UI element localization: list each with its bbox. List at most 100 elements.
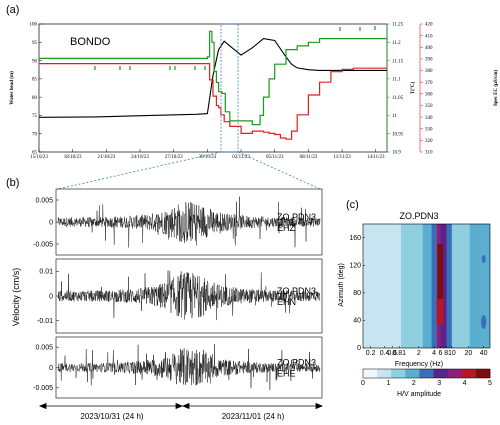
temp-axis-label: T(°C) xyxy=(411,82,416,95)
panel-a-water-ticks: 65 70 75 80 85 90 95 100 xyxy=(30,23,42,156)
water-tick-label: 70 xyxy=(32,132,38,137)
temp-tick-label: 11.1 xyxy=(392,78,401,83)
hv-colorbar: 0 1 2 3 4 5 xyxy=(361,368,492,387)
seismic-waveform xyxy=(57,196,321,248)
ec-tick-label: 420 xyxy=(425,23,433,28)
hv-frame xyxy=(362,223,491,349)
ec-tick-label: 400 xyxy=(425,46,433,51)
x-tick-label: 02/11/23 xyxy=(232,155,250,160)
ec-tick-label: 390 xyxy=(425,58,433,63)
hv-x-tick-label: 4 xyxy=(432,350,436,357)
colorbar-swatch xyxy=(377,369,392,378)
colorbar-swatch xyxy=(461,369,477,378)
spec-ec-line xyxy=(39,63,387,140)
water-tick-label: 75 xyxy=(32,114,38,119)
trace-tick-label: 0 xyxy=(49,365,53,372)
temp-tick-label: 11.25 xyxy=(392,23,404,28)
x-tick-label: 15/10/23 xyxy=(30,155,48,160)
water-head-line xyxy=(38,38,387,118)
panel-a-temp-ticks: 10.9 10.95 11 11.05 11.1 11.15 11.2 11.25 xyxy=(386,23,404,156)
ec-tick-label: 380 xyxy=(425,69,433,74)
water-tick-label: 95 xyxy=(32,41,38,46)
panel-a-hydro-chart: BONDO Water head (m) T(°C) Spec EC (µS/c… xyxy=(10,23,499,160)
temp-tick-label: 11.2 xyxy=(392,41,401,46)
hv-y-tick-label: 40 xyxy=(353,317,361,324)
hv-map xyxy=(362,223,491,349)
trace-tick-label: -0.01 xyxy=(37,318,53,325)
hv-y-tick-label: 80 xyxy=(353,290,361,297)
day2-label: 2023/11/01 (24 h) xyxy=(222,412,285,421)
x-tick-label: 24/10/23 xyxy=(131,155,149,160)
ec-tick-label: 310 xyxy=(425,151,433,156)
hv-x-tick-label: 8 xyxy=(444,350,448,357)
hv-blob-lower xyxy=(481,315,487,329)
water-tick-label: 100 xyxy=(30,23,38,28)
colorbar-tick-label: 4 xyxy=(463,380,467,387)
ec-tick-label: 410 xyxy=(425,34,433,39)
hv-x-tick-label: 6 xyxy=(439,350,443,357)
panel-c-label: (c) xyxy=(346,199,359,211)
x-tick-label: 21/10/23 xyxy=(97,155,115,160)
panel-c-hv-heatmap: ZO.PDN3 Azimuth (deg) Frequency (Hz) H/V… xyxy=(338,211,492,398)
water-tick-label: 80 xyxy=(32,96,38,101)
x-tick-label: 30/10/23 xyxy=(198,155,216,160)
hv-x-tick-label: 2 xyxy=(417,350,421,357)
hv-band xyxy=(440,224,447,348)
hv-peak-core xyxy=(437,244,443,299)
colorbar-tick-label: 1 xyxy=(386,380,390,387)
panel-a-x-ticks: 15/10/23 18/10/23 21/10/23 24/10/23 27/10/23… xyxy=(30,149,385,160)
velocity-axis-label: Velocity (cm/s) xyxy=(11,268,21,327)
hv-blob-upper xyxy=(481,255,486,263)
temp-tick-label: 10.9 xyxy=(392,151,401,156)
x-tick-label: 18/10/23 xyxy=(64,155,82,160)
hv-y-tick-label: 160 xyxy=(349,235,361,242)
panel-b-seismo: Velocity (cm/s) 0.0050-0.005ZO.PDN3EHZ0.… xyxy=(11,188,324,421)
ec-tick-label: 320 xyxy=(425,139,433,144)
temp-marker-bars xyxy=(94,26,376,70)
ec-tick-label: 340 xyxy=(425,116,433,121)
panel-a-series xyxy=(38,30,387,140)
hv-band xyxy=(484,224,490,348)
panel-a-label: (a) xyxy=(6,4,19,16)
hv-y-tick-label: 0 xyxy=(357,345,361,352)
hv-x-tick-label: 0.2 xyxy=(366,350,376,357)
panel-b-label: (b) xyxy=(6,177,19,189)
trace-station-label: ZO.PDN3 xyxy=(277,212,316,222)
temperature-line xyxy=(39,30,387,126)
hv-x-tick-label: 10 xyxy=(448,350,456,357)
temp-tick-label: 11.05 xyxy=(392,96,404,101)
hv-y-tick-label: 120 xyxy=(349,262,361,269)
colorbar-label: H/V amplitude xyxy=(397,391,441,398)
panel-a-ec-ticks: 310 320 330 340 350 360 370 380 390 400 410 420 xyxy=(419,23,433,156)
selection-window xyxy=(220,23,239,153)
hv-x-tick-label: 20 xyxy=(465,350,473,357)
water-tick-label: 90 xyxy=(32,59,38,64)
x-tick-label: 05/11/23 xyxy=(266,155,284,160)
frequency-axis-label: Frequency (Hz) xyxy=(395,361,443,368)
temp-tick-label: 10.95 xyxy=(392,132,404,137)
ec-tick-label: 330 xyxy=(425,127,433,132)
day1-label: 2023/10/31 (24 h) xyxy=(80,412,143,421)
hv-title: ZO.PDN3 xyxy=(399,211,438,221)
hv-x-tick-label: 40 xyxy=(480,350,488,357)
water-tick-label: 65 xyxy=(32,151,38,156)
azimuth-axis-label: Azimuth (deg) xyxy=(338,263,345,307)
colorbar-tick-label: 3 xyxy=(437,380,441,387)
zoom-connector-right xyxy=(237,151,321,190)
hv-band xyxy=(431,224,437,348)
ec-tick-label: 350 xyxy=(425,104,433,109)
hv-ticks: 0 40 80 120 160 0.2 0.40.60.81 2 4 6 8 10 20 40 xyxy=(349,235,487,357)
trace-channel-label: EHZ xyxy=(277,223,296,233)
hv-peak-lower xyxy=(436,299,444,324)
colorbar-swatch xyxy=(475,369,491,378)
hv-band xyxy=(451,224,470,348)
trace-tick-label: 0.01 xyxy=(39,269,53,276)
trace-tick-label: -0.005 xyxy=(33,385,53,392)
trace-tick-label: 0 xyxy=(49,293,53,300)
trace-station-label: ZO.PDN3 xyxy=(277,286,316,296)
seismic-waveform xyxy=(57,343,321,390)
trace-tick-label: 0.005 xyxy=(35,197,53,204)
hv-x-tick-label: 0.4 xyxy=(380,350,390,357)
hv-band xyxy=(363,224,402,348)
